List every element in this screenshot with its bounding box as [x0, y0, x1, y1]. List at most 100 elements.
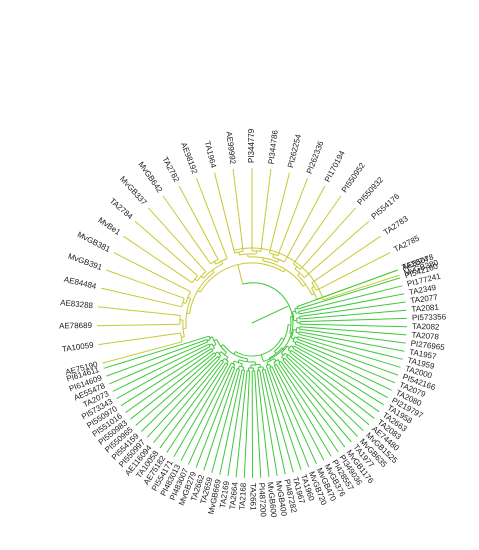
branch — [311, 235, 381, 284]
branch-arc — [295, 327, 298, 333]
branch — [213, 261, 217, 265]
branch — [286, 356, 364, 432]
branch-arc — [272, 256, 285, 263]
branch — [287, 349, 291, 352]
branch — [259, 370, 278, 476]
branch-arc — [286, 354, 289, 357]
branch — [237, 365, 240, 370]
branch-arc — [298, 331, 300, 335]
branch — [260, 169, 272, 252]
branch — [97, 306, 181, 316]
branch — [181, 336, 185, 338]
branch-arc — [274, 324, 289, 352]
branch — [200, 275, 204, 279]
branch — [277, 359, 281, 363]
branch — [209, 343, 213, 346]
leaf-label: TA1964 — [203, 140, 219, 169]
branch — [235, 370, 248, 478]
branch-arc — [296, 336, 299, 340]
branch — [276, 364, 332, 457]
branch — [125, 350, 214, 414]
branch — [299, 317, 407, 323]
branch — [100, 287, 182, 308]
leaf-label: MvGB391 — [67, 252, 104, 273]
branch — [292, 347, 384, 406]
branch-arc — [278, 361, 282, 364]
branch — [102, 341, 183, 364]
branch — [268, 172, 290, 254]
branch-arc — [234, 250, 244, 254]
branch — [292, 195, 342, 265]
branch-arc — [182, 319, 185, 337]
branch — [233, 351, 236, 355]
branch — [273, 362, 276, 366]
branch — [153, 359, 222, 444]
branch — [241, 363, 243, 367]
branch — [214, 172, 236, 254]
branch — [209, 336, 213, 339]
branch — [141, 356, 219, 432]
leaf-label: AE78689 — [59, 321, 93, 331]
branch — [282, 359, 352, 443]
branch-arc — [281, 353, 286, 358]
branch — [290, 345, 294, 348]
leaf-label: MvBe1 — [96, 216, 122, 238]
branch-arc — [223, 358, 229, 362]
branch — [173, 364, 229, 458]
branch-arc — [296, 306, 299, 310]
branch — [269, 367, 310, 468]
leaf-label: PI276965 — [410, 339, 446, 352]
leaf-label: MvGB642 — [136, 160, 164, 195]
branch — [294, 343, 392, 391]
branch-arc — [210, 258, 219, 265]
branch-arc — [294, 268, 305, 278]
leaf-label: TA2078 — [411, 330, 440, 341]
branch — [280, 361, 346, 448]
branch-arc — [217, 351, 222, 356]
branch — [194, 278, 198, 282]
leaf-label: TA2784 — [108, 196, 135, 221]
branch — [299, 293, 405, 315]
branch — [196, 178, 228, 259]
branch — [243, 370, 251, 478]
branch — [264, 369, 294, 473]
branch — [273, 365, 325, 461]
branch — [182, 302, 186, 304]
branch — [178, 185, 219, 260]
branch — [187, 296, 191, 299]
branch — [219, 369, 243, 475]
branch — [109, 341, 208, 385]
branch — [123, 235, 193, 284]
leaf-label: PI344779 — [247, 128, 256, 163]
branch — [261, 369, 286, 475]
branch — [218, 351, 222, 354]
branch — [237, 359, 240, 363]
branch — [134, 220, 198, 277]
branch — [227, 370, 245, 477]
leaf-label: MvGB600 — [266, 481, 279, 518]
branch — [106, 339, 208, 377]
leaf-label: TA2082 — [412, 322, 440, 332]
branch-arc — [311, 282, 317, 291]
branch — [135, 354, 217, 426]
branch-arc — [274, 363, 277, 366]
leaf-label: PI550952 — [340, 161, 367, 195]
leaf-label: TA2783 — [382, 214, 410, 237]
branch — [106, 269, 185, 299]
branch-arc — [239, 253, 257, 256]
branch — [271, 366, 317, 465]
branch-arc — [281, 345, 288, 354]
leaf-label: TA2168 — [238, 482, 248, 510]
branch — [292, 310, 296, 313]
branch — [233, 364, 236, 368]
leaf-label: PI573356 — [412, 312, 447, 322]
branch — [224, 352, 227, 356]
branch — [299, 331, 405, 352]
branch — [289, 352, 375, 419]
branch — [292, 341, 296, 344]
branch-arc — [266, 358, 275, 363]
branch — [286, 345, 290, 349]
leaf-label: TA2077 — [410, 293, 439, 306]
branch — [213, 339, 217, 342]
